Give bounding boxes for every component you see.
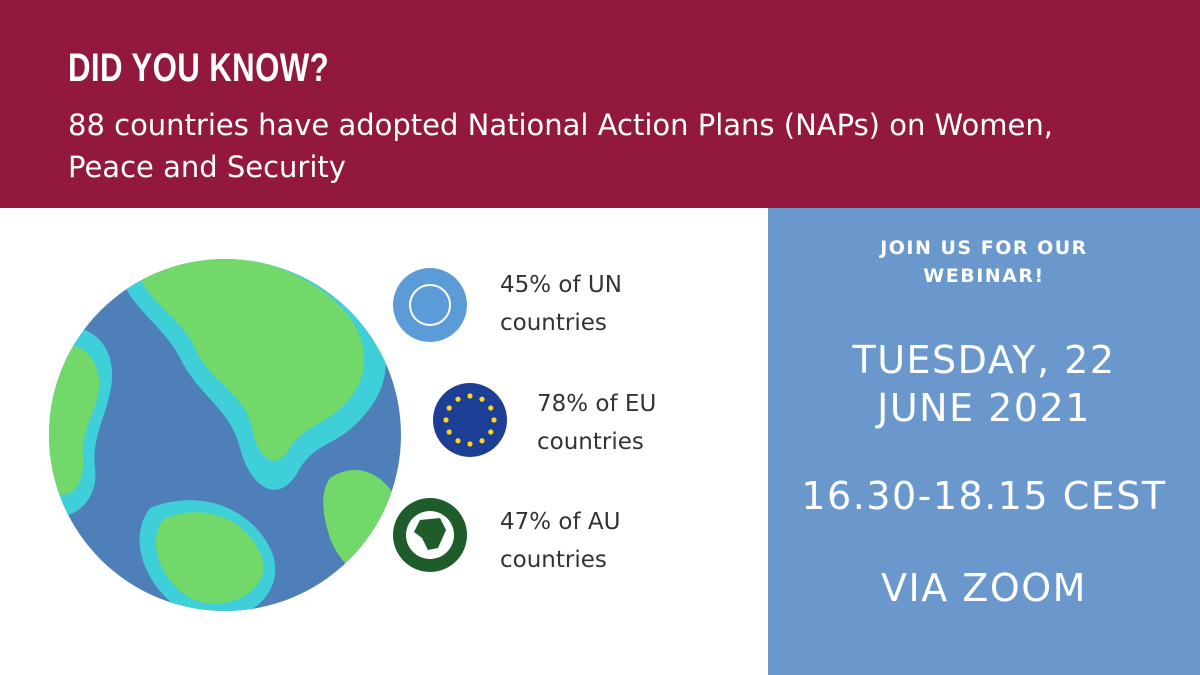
stat-un: 45% of UN countries <box>500 272 622 336</box>
illustration <box>49 259 507 611</box>
eu-star <box>467 441 473 447</box>
eu-star <box>446 429 452 435</box>
eu-star <box>455 396 461 402</box>
au-africa <box>414 518 446 550</box>
eu-star <box>479 396 485 402</box>
stat-au: 47% of AU countries <box>500 509 621 573</box>
title: DID YOU KNOW? <box>68 46 330 90</box>
eu-flag <box>433 383 507 457</box>
eu-star <box>488 405 494 411</box>
eu-star <box>491 417 497 423</box>
header: DID YOU KNOW? 88 countries have adopted … <box>0 0 1200 208</box>
webinar-time: 16.30-18.15 CEST <box>801 474 1167 518</box>
webinar-invite: JOIN US FOR OUR WEBINAR! <box>880 237 1088 287</box>
webinar-date: TUESDAY, 22 JUNE 2021 <box>852 338 1116 430</box>
eu-star <box>488 429 494 435</box>
webinar-venue: VIA ZOOM <box>881 566 1087 610</box>
eu-star <box>467 393 473 399</box>
eu-star <box>446 405 452 411</box>
webinar-panel: JOIN US FOR OUR WEBINAR! TUESDAY, 22 JUN… <box>768 208 1200 675</box>
eu-star <box>443 417 449 423</box>
un-emblem-globe <box>409 284 451 326</box>
eu-star <box>455 438 461 444</box>
subtitle: 88 countries have adopted National Actio… <box>68 108 1053 184</box>
eu-stars <box>443 393 497 447</box>
stat-eu: 78% of EU countries <box>537 391 657 455</box>
un-emblem <box>393 268 467 342</box>
eu-star <box>479 438 485 444</box>
